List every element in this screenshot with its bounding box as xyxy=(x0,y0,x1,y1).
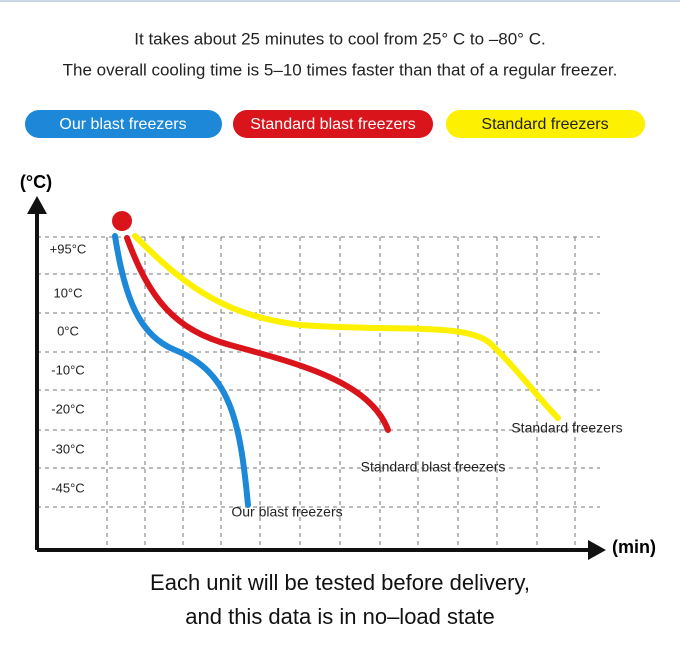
y-tick-label: 0°C xyxy=(57,323,79,338)
curve-label: Standard freezers xyxy=(511,420,622,436)
y-tick-label: +95°C xyxy=(50,241,87,256)
axes xyxy=(27,196,606,560)
legend-label: Standard freezers xyxy=(481,116,608,133)
y-tick-label: -30°C xyxy=(51,441,84,456)
footer-line: Each unit will be tested before delivery… xyxy=(150,570,530,595)
legend-pill xyxy=(446,110,645,138)
x-axis-label: (min) xyxy=(612,537,656,557)
start-dot xyxy=(112,211,132,231)
standard-freezer-curve xyxy=(132,233,561,421)
standard-blast-curve xyxy=(124,235,391,433)
curve-label: Standard blast freezers xyxy=(361,459,506,475)
y-tick-label: -45°C xyxy=(51,480,84,495)
y-axis-label: (°C) xyxy=(20,172,52,192)
curve-label: Our blast freezers xyxy=(231,504,342,520)
legend-label: Standard blast freezers xyxy=(250,116,415,133)
header-line: It takes about 25 minutes to cool from 2… xyxy=(134,29,545,48)
grid xyxy=(37,236,600,550)
header-line: The overall cooling time is 5–10 times f… xyxy=(63,60,618,79)
legend-pill xyxy=(233,110,433,138)
y-tick-label: 10°C xyxy=(53,285,82,300)
legend-pill xyxy=(25,110,222,138)
footer-line: and this data is in no–load state xyxy=(185,604,494,629)
our-blast-curve xyxy=(112,233,251,508)
legend-label: Our blast freezers xyxy=(59,116,186,133)
y-tick-label: -20°C xyxy=(51,401,84,416)
y-tick-label: -10°C xyxy=(51,362,84,377)
